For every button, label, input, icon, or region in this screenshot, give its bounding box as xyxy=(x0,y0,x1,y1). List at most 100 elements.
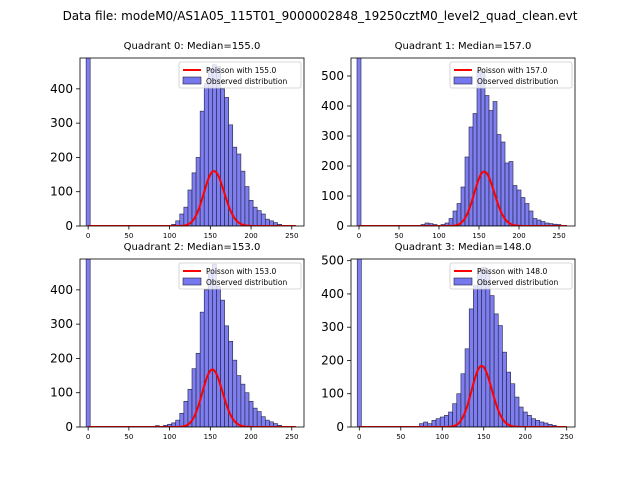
y-tick-label: 200 xyxy=(321,159,344,173)
legend-label-poisson: Poisson with 153.0 xyxy=(206,267,276,276)
x-tick-label: 0 xyxy=(357,433,361,441)
x-tick-label: 100 xyxy=(436,433,449,441)
legend: Poisson with 148.0 Observed distribution xyxy=(449,262,573,290)
histogram-bar xyxy=(448,411,453,427)
poisson-curve xyxy=(88,368,296,427)
legend-label-observed: Observed distribution xyxy=(206,278,287,287)
x-tick-label: 50 xyxy=(396,433,405,441)
histogram-bar xyxy=(528,210,534,226)
histogram-bar xyxy=(244,392,250,427)
figure-suptitle: Data file: modeM0/AS1A05_115T01_90000028… xyxy=(63,9,578,23)
histogram-bar xyxy=(220,88,225,226)
y-tick-label: 400 xyxy=(321,99,344,113)
legend-box xyxy=(178,61,302,89)
histogram-bar xyxy=(464,348,470,427)
histogram-bar xyxy=(502,351,507,427)
histogram-bar xyxy=(504,162,510,226)
y-tick-label: 200 xyxy=(50,150,73,164)
axes-frame xyxy=(79,57,305,227)
subplot-quadrant-0: Quadrant 0: Median=155.0 0 100 200 300 400 0 50… xyxy=(50,41,305,240)
histogram-bar xyxy=(199,311,205,427)
histogram-bar xyxy=(435,418,441,427)
y-tick-label: 300 xyxy=(321,320,344,334)
histogram-bar xyxy=(480,71,486,226)
histogram-bar xyxy=(236,375,242,427)
histogram-bar xyxy=(522,411,528,427)
histogram-bar xyxy=(256,210,262,226)
histogram-bar xyxy=(183,400,189,427)
legend: Poisson with 157.0 Observed distribution xyxy=(449,61,573,89)
x-tick-label: 250 xyxy=(560,433,573,441)
y-tick-label: 100 xyxy=(321,189,344,203)
histogram-bar xyxy=(476,69,482,226)
y-tick-label: 400 xyxy=(50,283,73,297)
axes-frame xyxy=(350,258,576,428)
histogram-bar xyxy=(265,218,270,226)
y-tick-label: 0 xyxy=(65,420,73,434)
x-tick-label: 250 xyxy=(285,232,298,240)
x-tick-label: 200 xyxy=(244,232,257,240)
histogram-bar xyxy=(203,83,209,226)
legend: Poisson with 155.0 Observed distribution xyxy=(178,61,302,89)
histogram-bar xyxy=(195,352,201,427)
legend: Poisson with 153.0 Observed distribution xyxy=(178,262,302,290)
histogram-bar xyxy=(252,407,258,427)
histogram-bar xyxy=(265,419,270,427)
histogram-bar xyxy=(248,400,254,427)
y-tick-label: 0 xyxy=(336,420,344,434)
histogram-bar xyxy=(212,64,217,226)
x-tick-label: 50 xyxy=(124,433,133,441)
histogram-bar xyxy=(240,383,246,427)
poisson-curve xyxy=(359,364,567,427)
histogram-bar xyxy=(256,411,262,427)
histogram-bar xyxy=(439,416,445,427)
histogram-bar xyxy=(477,268,482,427)
subplot-quadrant-2: Quadrant 2: Median=153.0 0 100 200 300 400 0 50… xyxy=(50,242,305,441)
histogram-bar xyxy=(216,66,221,226)
histogram-bar xyxy=(510,383,516,427)
histogram-bar xyxy=(248,199,254,226)
subplot-title: Quadrant 0: Median=155.0 xyxy=(124,41,261,52)
x-tick-label: 150 xyxy=(477,433,490,441)
histogram-bar xyxy=(518,406,524,427)
y-tick-label: 400 xyxy=(321,287,344,301)
histogram-bar xyxy=(85,259,91,427)
histogram-bar xyxy=(179,412,185,427)
legend-label-observed: Observed distribution xyxy=(206,77,287,86)
legend-box xyxy=(449,262,573,290)
histogram-bar xyxy=(492,101,498,226)
x-tick-label: 100 xyxy=(163,232,176,240)
y-tick-label: 500 xyxy=(321,254,344,268)
legend-box xyxy=(449,61,573,89)
histogram-bar xyxy=(356,259,362,427)
legend-box xyxy=(178,262,302,290)
y-tick-label: 300 xyxy=(321,129,344,143)
subplot-title: Quadrant 1: Median=157.0 xyxy=(395,41,532,52)
histogram-bar xyxy=(531,418,536,427)
x-tick-label: 200 xyxy=(512,232,525,240)
histogram-bar xyxy=(452,210,458,226)
x-tick-label: 200 xyxy=(519,433,532,441)
histogram-bar xyxy=(187,189,193,226)
histogram-bar xyxy=(232,146,238,226)
y-tick-label: 0 xyxy=(65,219,73,233)
histogram-bar xyxy=(356,58,362,226)
x-tick-label: 0 xyxy=(86,433,90,441)
histogram-bar xyxy=(179,213,185,226)
x-tick-label: 250 xyxy=(552,232,565,240)
x-tick-label: 100 xyxy=(163,433,176,441)
x-tick-label: 150 xyxy=(472,232,485,240)
y-tick-label: 100 xyxy=(50,185,73,199)
legend-label-poisson: Poisson with 155.0 xyxy=(206,66,276,75)
x-tick-label: 50 xyxy=(395,232,404,240)
x-tick-label: 100 xyxy=(432,232,445,240)
subplot-title: Quadrant 2: Median=153.0 xyxy=(124,242,261,253)
axes-frame xyxy=(79,258,305,428)
histogram-bar xyxy=(520,197,526,226)
histogram-bar xyxy=(452,403,458,427)
histogram-bar xyxy=(508,161,514,226)
poisson-curve xyxy=(88,170,296,226)
subplots-grid: Quadrant 0: Median=155.0 0 100 200 300 400 0 50… xyxy=(50,41,576,441)
histogram-bar xyxy=(207,67,213,226)
